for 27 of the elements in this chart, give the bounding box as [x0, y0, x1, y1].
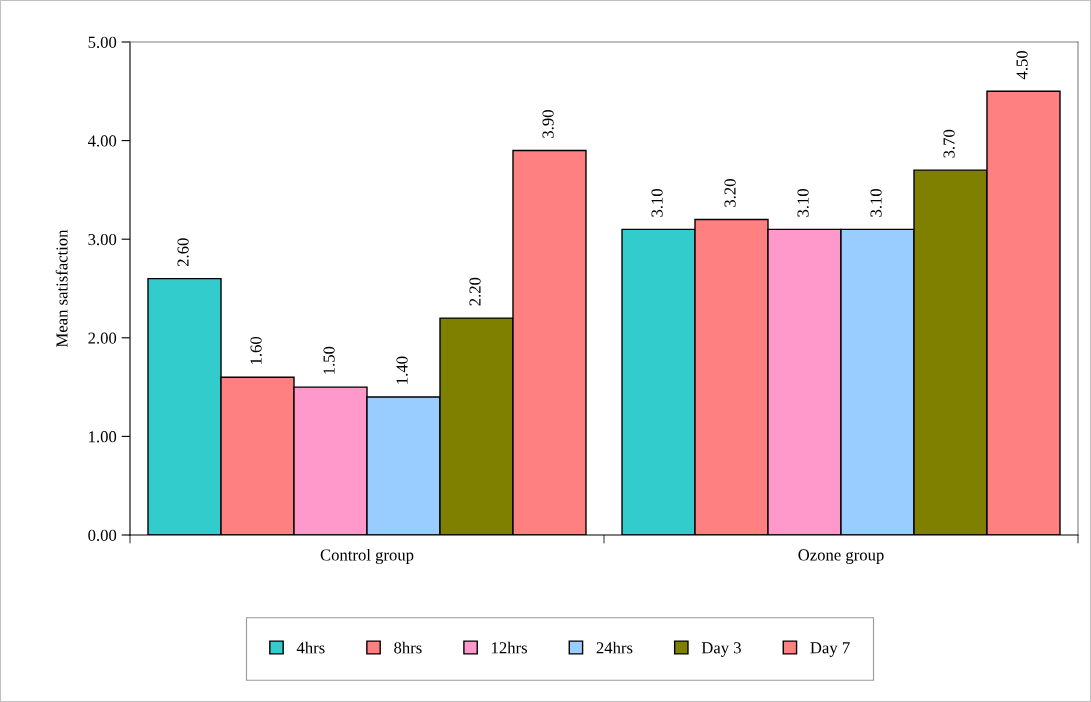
y-tick-label: 1.00: [89, 431, 117, 443]
data-label: 1.40: [396, 356, 408, 384]
y-tick-label: 3.00: [88, 233, 117, 246]
y-tick-label: 4.00: [87, 135, 117, 147]
data-label: 2.60: [177, 238, 189, 267]
data-label: 2.20: [469, 277, 481, 306]
data-label: 3.90: [542, 110, 554, 138]
x-tick-label: Ozone group: [798, 549, 884, 564]
legend-label: 24hrs: [596, 641, 633, 654]
legend-label: 12hrs: [492, 641, 527, 654]
x-tick-label: Control group: [320, 548, 414, 565]
legend-label: Day 7: [810, 642, 850, 657]
y-axis-title: Mean satisfaction: [55, 229, 68, 348]
y-tick-label: 2.00: [88, 332, 117, 344]
legend-label: 8hrs: [394, 641, 422, 654]
data-label: 3.10: [651, 188, 663, 217]
y-tick-label: 5.00: [88, 36, 117, 49]
legend-label: 4hrs: [296, 641, 325, 654]
data-label: 4.50: [1016, 50, 1028, 80]
y-tick-label: 0.00: [88, 529, 117, 542]
data-label: 3.20: [724, 179, 736, 207]
data-label: 3.10: [870, 188, 882, 217]
legend-label: Day 3: [701, 642, 741, 657]
data-label: 1.60: [250, 336, 262, 364]
data-label: 3.70: [943, 129, 955, 158]
data-label: 3.10: [797, 188, 809, 217]
data-label: 1.50: [323, 346, 335, 374]
